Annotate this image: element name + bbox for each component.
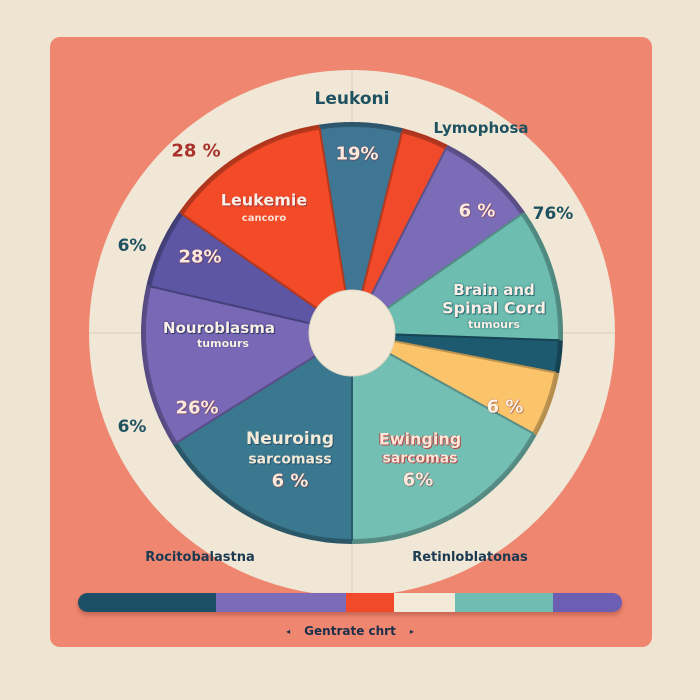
label-ewinging-line2: sarcomas — [382, 450, 458, 467]
label-outer-28: 28 % — [171, 140, 221, 162]
label-ewinging-pct: 6% — [402, 469, 434, 491]
generate-chart-control: ◂ Gentrate chrt ▸ — [286, 624, 414, 638]
donut-hole — [308, 289, 396, 377]
pie-slice — [144, 285, 353, 444]
label-neuroing-line2: sarcomass — [248, 451, 332, 468]
pie-slices — [141, 121, 563, 544]
label-brain-line1: Brain and — [453, 281, 535, 300]
label-outer-6-lower: 6% — [117, 417, 147, 438]
label-leukemie-sub: cancoro — [241, 212, 287, 224]
pie-slice — [351, 213, 560, 342]
label-bottom-left: Rocitobalastna — [145, 550, 255, 566]
pie-slice — [175, 332, 353, 541]
generate-chart-button[interactable]: Gentrate chrt — [304, 624, 396, 638]
pie-chart — [89, 70, 615, 596]
label-leukoni: Leukoni — [314, 89, 390, 110]
label-in-26: 26% — [175, 397, 219, 419]
label-neuroing-pct: 6 % — [271, 470, 309, 492]
chart-card: Leukoni Lymophosa 28 % 76% 6% 6% 19% 6 %… — [50, 37, 652, 647]
color-bar-segment — [394, 593, 455, 612]
chevron-left-icon[interactable]: ◂ — [286, 626, 291, 636]
chevron-right-icon[interactable]: ▸ — [409, 626, 414, 636]
pie-slice — [351, 332, 535, 541]
color-bar-segment — [346, 593, 394, 612]
label-outer-76: 76% — [532, 204, 574, 225]
color-bar-segment — [455, 593, 553, 612]
label-in-6-yellow: 6 % — [486, 396, 524, 418]
label-bottom-right: Retinloblatonas — [412, 550, 528, 566]
color-bar-segment — [216, 593, 346, 612]
label-brain-line3: tumours — [468, 318, 520, 332]
label-outer-6-upper: 6% — [117, 236, 147, 257]
label-lymophosa: Lymophosa — [433, 119, 529, 138]
pie-slice — [181, 127, 353, 334]
label-brain-line2: Spinal Cord — [442, 298, 546, 318]
label-nouroblasma-line2: tumours — [197, 337, 249, 351]
color-bar — [78, 593, 622, 612]
label-in-28: 28% — [178, 246, 222, 268]
label-in-19: 19% — [335, 143, 379, 165]
label-leukemie: Leukemie — [220, 190, 308, 210]
color-bar-segment — [78, 593, 216, 612]
color-bar-segment — [553, 593, 622, 612]
label-ewinging-line1: Ewinging — [378, 429, 462, 449]
label-neuroing-line1: Neuroing — [245, 429, 335, 450]
label-in-6-purple: 6 % — [458, 200, 496, 222]
pie-slice — [351, 147, 523, 334]
label-nouroblasma-line1: Nouroblasma — [163, 319, 275, 338]
